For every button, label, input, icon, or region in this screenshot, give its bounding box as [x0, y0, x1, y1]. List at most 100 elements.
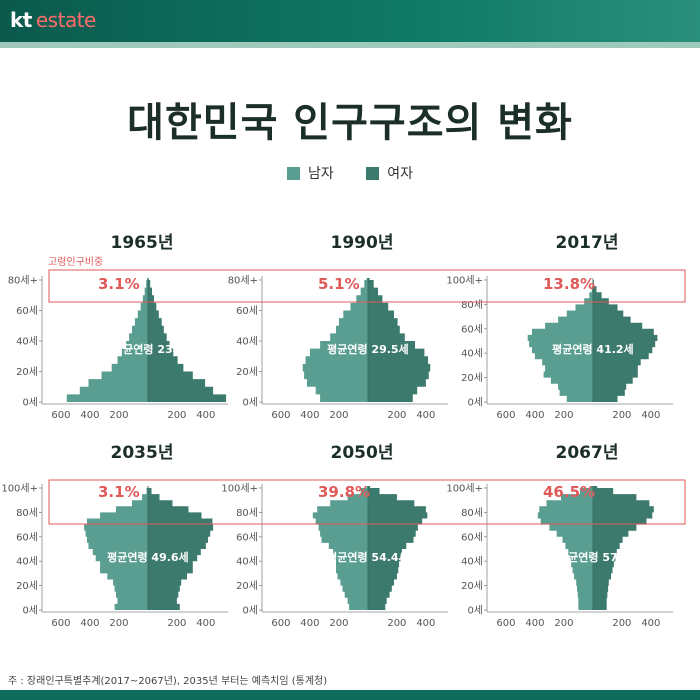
x-tick-label: 400 — [641, 618, 660, 629]
y-tick-label: 20세 — [461, 580, 483, 592]
y-tick-label: 20세 — [16, 366, 38, 378]
page-title: 대한민국 인구구조의 변화 — [127, 100, 573, 146]
y-tick-label: 80세 — [461, 507, 483, 519]
elderly-highlight-box-top — [48, 269, 686, 303]
x-tick-label: 200 — [167, 410, 186, 421]
y-tick-label: 40세 — [461, 348, 483, 360]
legend-label-male: 남자 — [308, 166, 334, 182]
y-tick-label: 20세 — [236, 366, 258, 378]
x-tick-label: 400 — [196, 410, 215, 421]
pyramid-panel-0: 1965년 0세 20세 40세 60세 80세+ 600 400 200 200 400 3.1% 평… — [8, 233, 228, 421]
y-tick-label: 0세 — [22, 397, 38, 409]
y-tick-label: 0세 — [467, 605, 483, 617]
pyramid-panel-5: 2067년 0세 20세 40세 60세 80세 100세+ 600 400 200 200 400 4… — [446, 443, 673, 629]
x-tick-label: 600 — [271, 410, 290, 421]
female-population-area — [367, 486, 428, 610]
y-tick-label: 20세 — [236, 580, 258, 592]
y-tick-label: 20세 — [461, 372, 483, 384]
y-tick-label: 60세 — [16, 305, 38, 317]
panel-title: 1990년 — [331, 233, 394, 253]
footnote: 주 : 장래인구특별추계(2017~2067년), 2035년 부터는 예측치임… — [8, 676, 328, 687]
y-tick-label: 40세 — [16, 336, 38, 348]
pyramid-panel-3: 2035년 0세 20세 40세 60세 80세 100세+ 600 400 200 200 400 3… — [1, 443, 228, 629]
x-tick-label: 200 — [554, 618, 573, 629]
x-tick-label: 200 — [167, 618, 186, 629]
average-age-label: 평균연령 41.2세 — [552, 342, 634, 356]
female-population-area — [592, 278, 658, 402]
footer-bar — [0, 690, 700, 700]
y-tick-label: 40세 — [461, 556, 483, 568]
x-tick-label: 400 — [525, 410, 544, 421]
x-tick-label: 200 — [329, 410, 348, 421]
male-population-area — [527, 278, 593, 402]
male-population-area — [312, 486, 368, 610]
kt-estate-logo[interactable]: kt estate — [10, 8, 96, 32]
panel-title: 2035년 — [111, 443, 174, 463]
male-population-area — [302, 278, 368, 402]
y-tick-label: 60세 — [236, 531, 258, 543]
legend-item-male: 남자 — [287, 163, 334, 183]
elderly-share-value: 5.1% — [318, 275, 360, 293]
panel-title: 2067년 — [556, 443, 619, 463]
female-population-area — [367, 278, 431, 402]
header-stripe — [0, 42, 700, 48]
elderly-highlight-box-bottom — [48, 479, 686, 525]
x-tick-label: 400 — [641, 410, 660, 421]
y-tick-label: 100세+ — [221, 483, 258, 495]
x-tick-label: 200 — [612, 618, 631, 629]
y-tick-label: 100세+ — [446, 483, 483, 495]
y-tick-label: 20세 — [16, 580, 38, 592]
y-tick-label: 0세 — [22, 605, 38, 617]
elderly-share-value: 39.8% — [318, 483, 370, 501]
legend: 남자 여자 — [0, 163, 700, 183]
y-tick-label: 0세 — [242, 397, 258, 409]
elderly-share-value: 13.8% — [543, 275, 595, 293]
x-tick-label: 400 — [80, 618, 99, 629]
y-tick-label: 60세 — [16, 531, 38, 543]
elderly-share-value: 46.5% — [543, 483, 595, 501]
y-tick-label: 100세+ — [1, 483, 38, 495]
x-tick-label: 200 — [387, 410, 406, 421]
panel-title: 2017년 — [556, 233, 619, 253]
y-tick-label: 80세+ — [228, 275, 258, 287]
y-tick-label: 40세 — [236, 556, 258, 568]
logo-estate: estate — [35, 8, 96, 32]
x-tick-label: 600 — [51, 410, 70, 421]
header-bar — [0, 0, 700, 42]
x-tick-label: 200 — [329, 618, 348, 629]
x-tick-label: 200 — [612, 410, 631, 421]
y-tick-label: 0세 — [242, 605, 258, 617]
y-tick-label: 100세+ — [446, 275, 483, 287]
average-age-label: 평균연령 54.4세 — [327, 550, 409, 564]
y-tick-label: 60세 — [236, 305, 258, 317]
female-population-area — [592, 486, 654, 610]
legend-swatch-female — [366, 167, 380, 180]
pyramid-panel-4: 2050년 0세 20세 40세 60세 80세 100세+ 600 400 200 200 400 3… — [221, 443, 448, 629]
x-tick-label: 200 — [387, 618, 406, 629]
y-tick-label: 80세 — [236, 507, 258, 519]
y-tick-label: 40세 — [236, 336, 258, 348]
y-tick-label: 60세 — [461, 323, 483, 335]
elderly-share-value: 3.1% — [98, 483, 140, 501]
average-age-label: 평균연령 29.5세 — [327, 342, 409, 356]
x-tick-label: 200 — [554, 410, 573, 421]
x-tick-label: 200 — [109, 618, 128, 629]
average-age-label: 평균연령 57세 — [558, 550, 628, 564]
elderly-share-value: 3.1% — [98, 275, 140, 293]
x-tick-label: 400 — [525, 618, 544, 629]
y-tick-label: 80세+ — [8, 275, 38, 287]
x-tick-label: 600 — [496, 618, 515, 629]
y-tick-label: 60세 — [461, 531, 483, 543]
x-tick-label: 400 — [196, 618, 215, 629]
legend-label-female: 여자 — [387, 166, 413, 182]
male-population-area — [537, 486, 593, 610]
x-tick-label: 400 — [416, 618, 435, 629]
logo-kt: kt — [10, 8, 32, 32]
panel-title: 2050년 — [331, 443, 394, 463]
y-tick-label: 0세 — [467, 397, 483, 409]
x-tick-label: 400 — [416, 410, 435, 421]
male-population-area — [84, 486, 148, 610]
y-tick-label: 80세 — [16, 507, 38, 519]
x-tick-label: 400 — [300, 618, 319, 629]
